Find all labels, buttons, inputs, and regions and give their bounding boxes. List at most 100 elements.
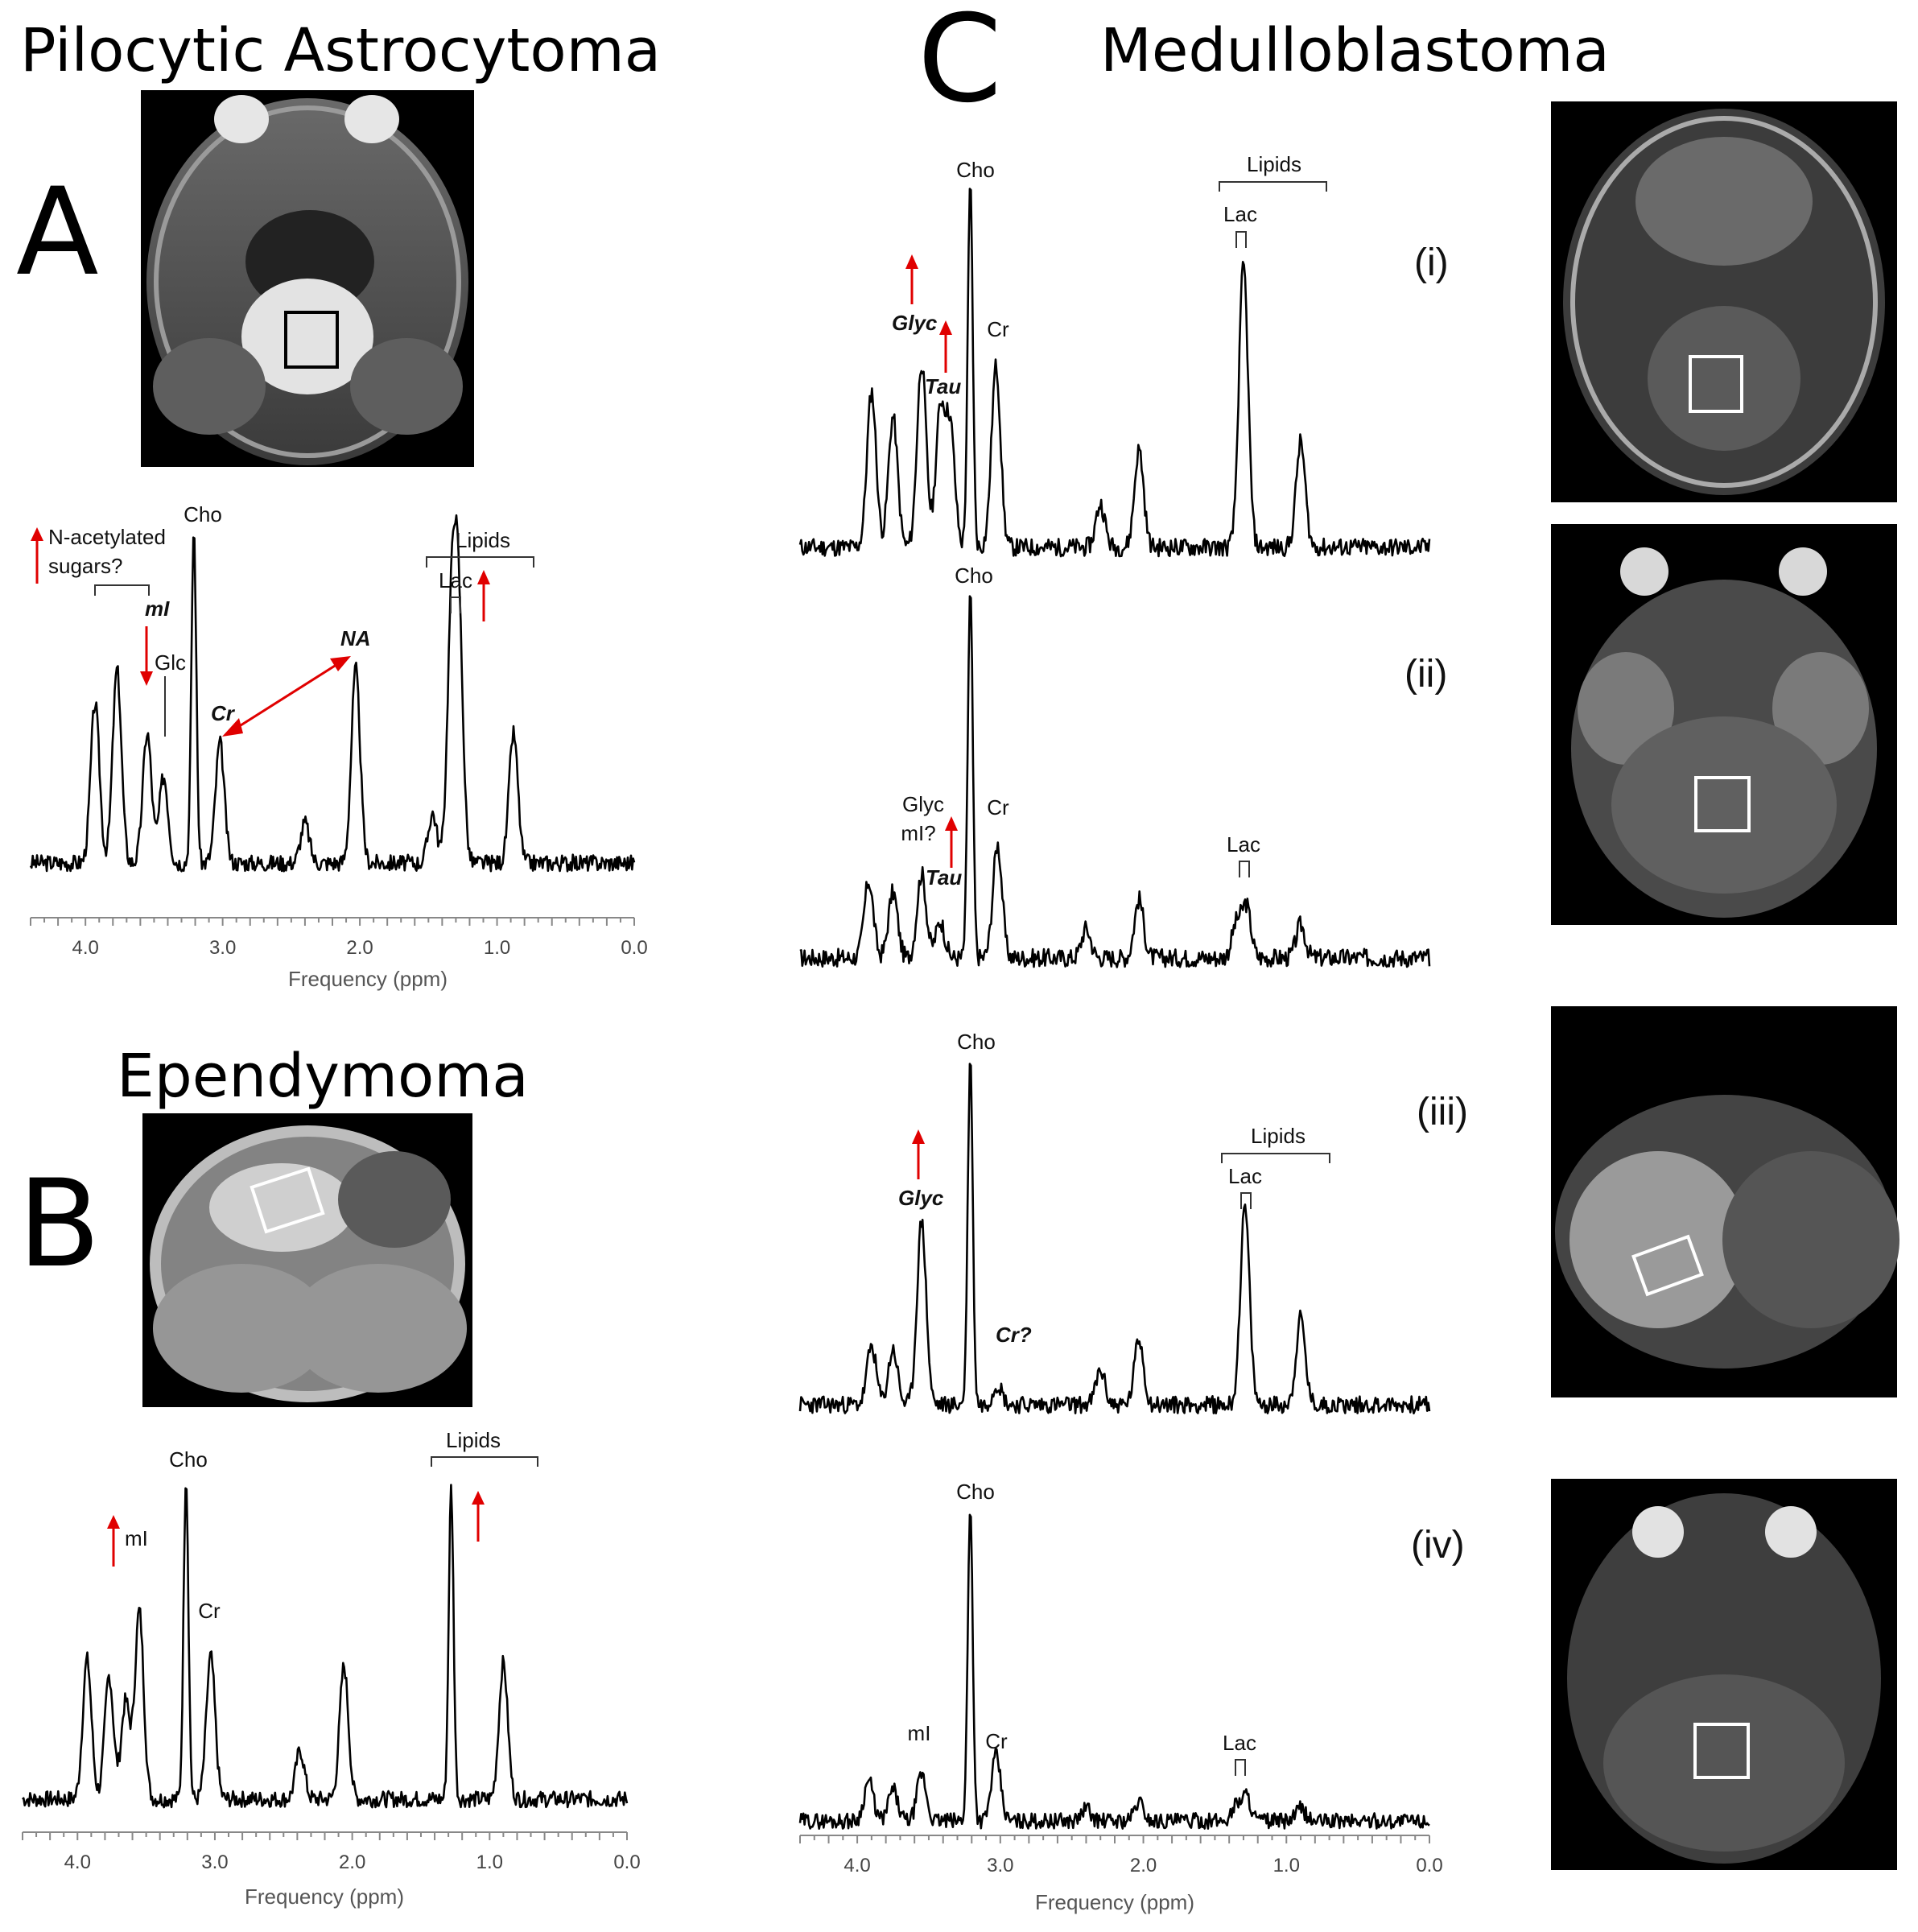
ticks-c: 4.0 3.0 2.0 1.0 0.0 bbox=[799, 1835, 1443, 1876]
label-cr-c-ii: Cr bbox=[987, 795, 1009, 819]
spectrum-line-c-iii bbox=[798, 1063, 1431, 1414]
spectrum-c-ii: Cho Cr Glyc mI? Tau Lac (ii) bbox=[799, 564, 1447, 968]
bracket-lac-c-iv bbox=[1235, 1759, 1246, 1776]
label-glc-a: Glc bbox=[155, 650, 186, 675]
red-arrow-b-lipids bbox=[472, 1491, 485, 1542]
label-lipids-c-iii: Lipids bbox=[1251, 1124, 1305, 1148]
label-cho-c-iv: Cho bbox=[956, 1480, 995, 1504]
label-cr-c-iv: Cr bbox=[985, 1729, 1008, 1753]
mri-image-c-iii bbox=[1551, 1006, 1899, 1397]
panel-c: C Medulloblastoma Cho Cr Glyc Tau Lipids… bbox=[798, 0, 1899, 1914]
voxel-box-c-ii bbox=[1694, 776, 1751, 832]
voxel-box-c-iii bbox=[1631, 1234, 1704, 1297]
label-glyc-c-iii: Glyc bbox=[898, 1186, 944, 1210]
panel-c-title: Medulloblastoma bbox=[1100, 16, 1610, 85]
axis-tick-label: 4.0 bbox=[64, 1852, 91, 1873]
panel-a-title: Pilocytic Astrocytoma bbox=[20, 16, 661, 85]
voxel-box-a bbox=[284, 311, 339, 369]
axis-tick-label: 1.0 bbox=[484, 937, 510, 959]
mri-image-c-i bbox=[1551, 101, 1897, 502]
voxel-box-c-iv bbox=[1693, 1723, 1750, 1779]
mri-image-b bbox=[142, 1113, 472, 1407]
label-lac-a: Lac bbox=[439, 568, 472, 592]
spectrum-c-iv: 4.0 3.0 2.0 1.0 0.0 Frequency (ppm) Cho mI C… bbox=[798, 1480, 1465, 1914]
label-cr-q-c-iii: Cr? bbox=[996, 1323, 1032, 1347]
label-glyc-c-ii: Glyc bbox=[902, 792, 944, 816]
panel-b: Ependymoma B 4.0 3.0 2.0 1.0 0.0 Frequency (… bbox=[18, 1042, 641, 1909]
red-arrow-a-lipids bbox=[477, 570, 490, 621]
label-mi-b: mI bbox=[125, 1526, 148, 1550]
label-lipids-a: Lipids bbox=[456, 528, 510, 552]
roman-label-i: (i) bbox=[1414, 242, 1449, 284]
roman-label-iii: (iii) bbox=[1417, 1091, 1468, 1133]
label-cr-c-i: Cr bbox=[987, 317, 1009, 341]
label-lac-c-ii: Lac bbox=[1227, 832, 1260, 857]
bracket-lipids-c-iii bbox=[1221, 1153, 1330, 1163]
bracket-lac-c-i bbox=[1235, 231, 1247, 248]
x-axis-title-c: Frequency (ppm) bbox=[1035, 1890, 1194, 1914]
axis-tick-label: 1.0 bbox=[1273, 1855, 1300, 1876]
red-arrow-c-i-tau bbox=[939, 320, 952, 373]
spectrum-b: 4.0 3.0 2.0 1.0 0.0 Frequency (ppm) Cho Cr m… bbox=[22, 1428, 641, 1909]
label-lac-c-iv: Lac bbox=[1223, 1731, 1256, 1755]
bracket-lac-c-ii bbox=[1239, 861, 1250, 877]
axis-tick-label: 3.0 bbox=[209, 937, 236, 959]
bracket-lac-a bbox=[450, 597, 461, 613]
mri-image-c-iv bbox=[1551, 1479, 1897, 1870]
label-lipids-b: Lipids bbox=[446, 1428, 501, 1452]
label-lipids-c-i: Lipids bbox=[1247, 152, 1301, 176]
bracket-n-acetylated bbox=[94, 584, 150, 596]
axis-tick-label: 2.0 bbox=[339, 1852, 365, 1873]
red-arrow-c-iii-glyc bbox=[912, 1129, 925, 1179]
spectrum-line-c-ii bbox=[799, 595, 1431, 968]
x-axis-title-b: Frequency (ppm) bbox=[245, 1885, 404, 1909]
panel-c-letter: C bbox=[918, 0, 1002, 130]
spectrum-c-i: Cho Cr Glyc Tau Lipids Lac (i) bbox=[798, 152, 1449, 558]
axis-tick-label: 1.0 bbox=[476, 1852, 503, 1873]
panel-b-letter: B bbox=[18, 1154, 101, 1294]
red-arrow-c-i-glyc bbox=[905, 254, 918, 304]
axis-tick-label: 3.0 bbox=[201, 1852, 228, 1873]
label-cho-c-iii: Cho bbox=[957, 1030, 996, 1054]
label-n-acetylated-1: N-acetylated bbox=[48, 525, 166, 549]
label-mi-q-c-ii: mI? bbox=[901, 821, 935, 845]
label-cho-a: Cho bbox=[184, 502, 222, 526]
red-arrow-c-ii-tau bbox=[945, 816, 958, 868]
panel-a: Pilocytic Astrocytoma A 4.0 3.0 2.0 1.0 0.0 … bbox=[16, 16, 661, 991]
axis-tick-label: 0.0 bbox=[1416, 1855, 1442, 1876]
label-na-a: NA bbox=[340, 626, 371, 650]
axis-tick-label: 0.0 bbox=[613, 1852, 640, 1873]
label-mi-c-iv: mI bbox=[908, 1721, 931, 1745]
label-tau-c-i: Tau bbox=[925, 374, 961, 398]
ticks-a: 4.0 3.0 2.0 1.0 0.0 bbox=[30, 918, 648, 959]
label-cr-b: Cr bbox=[198, 1599, 221, 1623]
bracket-lipids-a bbox=[426, 556, 534, 568]
voxel-box-c-i bbox=[1689, 355, 1743, 413]
label-cr-a: Cr bbox=[211, 701, 236, 725]
roman-label-iv: (iv) bbox=[1411, 1524, 1465, 1567]
ticks-b: 4.0 3.0 2.0 1.0 0.0 bbox=[22, 1832, 641, 1873]
mri-image-a bbox=[141, 90, 474, 467]
roman-label-ii: (ii) bbox=[1404, 653, 1447, 696]
mri-image-c-ii bbox=[1551, 524, 1897, 925]
label-cho-b: Cho bbox=[169, 1447, 208, 1472]
bracket-lipids-c-i bbox=[1219, 181, 1327, 192]
label-lac-c-i: Lac bbox=[1223, 202, 1257, 226]
axis-tick-label: 4.0 bbox=[844, 1855, 870, 1876]
red-arrow-a-mi bbox=[140, 626, 153, 686]
bracket-lac-c-iii bbox=[1240, 1192, 1252, 1209]
voxel-box-b bbox=[250, 1166, 325, 1234]
spectrum-line-c-iv bbox=[798, 1513, 1430, 1830]
red-arrow-b-mi bbox=[107, 1515, 120, 1567]
red-double-arrow-cr-na bbox=[222, 656, 351, 737]
label-glyc-c-i: Glyc bbox=[892, 311, 938, 335]
spectrum-line-a bbox=[29, 514, 636, 873]
axis-tick-label: 3.0 bbox=[987, 1855, 1013, 1876]
spectrum-line-b bbox=[22, 1484, 629, 1809]
bracket-lipids-b bbox=[431, 1456, 538, 1467]
spectrum-line-c-i bbox=[798, 188, 1431, 558]
label-mi-a: mI bbox=[145, 597, 170, 621]
label-cho-c-i: Cho bbox=[956, 158, 995, 182]
axis-tick-label: 2.0 bbox=[346, 937, 373, 959]
